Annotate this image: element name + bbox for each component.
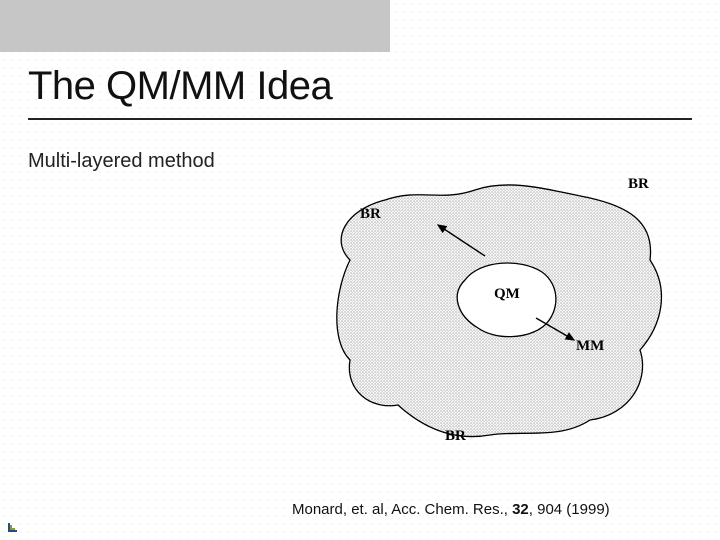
citation: Monard, et. al, Acc. Chem. Res., 32, 904… [292,501,610,518]
slide-subtitle: Multi-layered method [28,150,215,173]
citation-suffix: , 904 (1999) [529,501,610,518]
citation-volume: 32 [512,501,529,518]
qm-mm-diagram: BR BR BR QM MM [290,140,690,470]
label-mm: MM [576,338,604,354]
citation-prefix: Monard, et. al, Acc. Chem. Res., [292,501,512,518]
label-br-left: BR [360,206,381,222]
slide-title: The QM/MM Idea [28,64,332,109]
title-bar-decor [0,0,390,52]
corner-decor-icon [8,514,26,532]
label-br-bottom: BR [445,428,466,444]
label-br-top-right: BR [628,176,649,192]
title-underline [28,118,692,120]
label-qm: QM [494,286,520,302]
